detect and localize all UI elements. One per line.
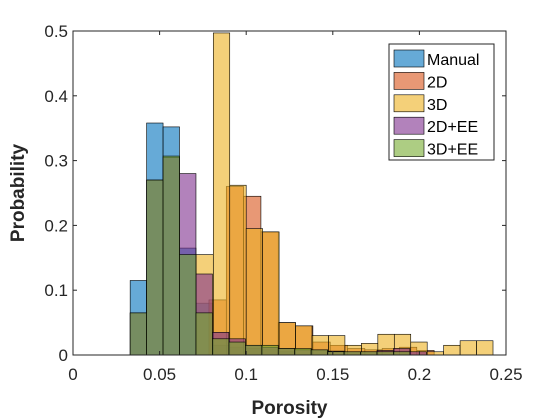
histogram-bar [459,340,477,356]
x-tick-label: 0.15 [316,365,349,384]
legend-swatch [393,49,425,68]
histogram-bar [229,184,247,356]
x-axis-ticks: 0 0.05 0.1 0.15 0.2 0.25 [68,31,523,384]
histogram-bar [162,155,180,356]
x-tick-label: 0 [68,365,77,384]
legend: Manual 2D 3D 2D+EE 3D+EE [388,43,495,161]
x-axis-title: Porosity [251,398,327,419]
histogram-bar [245,344,263,356]
y-tick-label: 0.5 [44,22,68,41]
histogram-bar [146,179,164,356]
legend-swatch [393,94,425,113]
histogram-bar [476,340,494,356]
histogram-bar [212,32,231,356]
legend-swatch [393,72,425,90]
x-tick-label: 0.05 [143,365,176,384]
histogram-bar [212,338,230,356]
histogram-bar [228,341,246,356]
histogram-bar [261,344,279,356]
legend-label: 2D [427,74,447,91]
histogram-bar [245,228,263,356]
histogram-bar [310,349,328,356]
histogram-bar [195,312,213,356]
legend-label: 3D+EE [427,142,478,159]
histogram-bar [277,348,295,356]
x-tick-label: 0.2 [408,365,432,384]
legend-swatch [393,116,425,135]
y-tick-label: 0.4 [44,87,68,106]
legend-swatch [393,139,425,157]
legend-label: 2D+EE [427,119,478,136]
y-axis-title: Probability [8,143,29,242]
legend-label: 3D [427,97,447,114]
y-tick-label: 0 [59,346,68,365]
series-3d-ee [129,155,411,356]
histogram-bar [262,231,280,356]
x-tick-label: 0.1 [234,365,258,384]
axes-box [72,30,507,356]
y-axis-ticks: 0 0.1 0.2 0.3 0.4 0.5 [44,22,506,365]
histogram-bar [443,344,461,356]
histogram-bar [294,348,312,356]
histogram-bar [179,254,197,356]
y-tick-label: 0.2 [44,216,68,235]
x-tick-label: 0.25 [489,365,522,384]
histogram-bar [129,312,147,356]
histogram-bars [129,32,494,356]
y-tick-label: 0.3 [44,152,68,171]
legend-label: Manual [427,52,479,69]
y-tick-label: 0.1 [44,281,68,300]
